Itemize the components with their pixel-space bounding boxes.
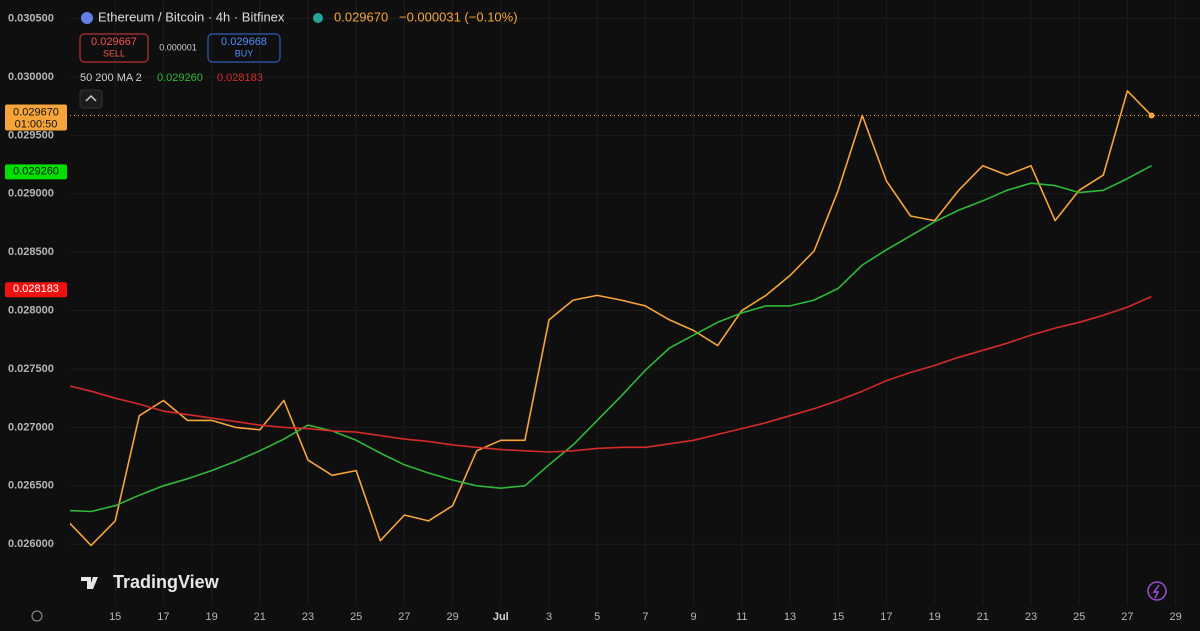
x-tick-label: 7 <box>642 611 648 623</box>
x-tick-label: 25 <box>1073 611 1085 623</box>
y-tick-label: 0.029000 <box>8 188 54 200</box>
x-tick-label: 27 <box>1121 611 1133 623</box>
ma50-value: 0.029260 <box>157 72 203 84</box>
y-tick-label: 0.027000 <box>8 421 54 433</box>
series-line <box>66 164 1152 513</box>
x-tick-label: 29 <box>446 611 458 623</box>
series-line <box>66 295 1152 453</box>
price-axis: 0.026000 0.026500 0.027000 0.027500 0.028000… <box>0 0 70 631</box>
plot <box>66 90 1155 547</box>
y-tick-label: 0.027500 <box>8 363 54 375</box>
x-tick-label: 29 <box>1169 611 1181 623</box>
y-tick-label: 0.030500 <box>8 12 54 24</box>
last-price: 0.029670 <box>334 9 388 24</box>
grid <box>70 0 1200 605</box>
x-tick-label: 21 <box>977 611 989 623</box>
logo-text: TradingView <box>113 572 220 592</box>
x-tick-label: 17 <box>880 611 892 623</box>
x-tick-label: 25 <box>350 611 362 623</box>
x-tick-label: Jul <box>493 611 509 623</box>
x-tick-label: 15 <box>109 611 121 623</box>
collapse-button[interactable] <box>79 89 103 109</box>
eth-icon <box>81 12 93 24</box>
price-tag-countdown: 01:00:50 <box>15 118 58 130</box>
sell-label: SELL <box>103 48 125 58</box>
buy-price: 0.029668 <box>221 36 267 48</box>
x-tick-label: 11 <box>736 611 747 623</box>
lightning-button[interactable] <box>1147 581 1167 601</box>
ma200-value: 0.028183 <box>217 72 263 84</box>
ma-tag-value: 0.028183 <box>13 283 59 295</box>
y-tick-label: 0.026500 <box>8 480 54 492</box>
spread: 0.000001 <box>159 42 197 52</box>
symbol-title: Ethereum / Bitcoin · 4h · Bitfinex <box>98 9 285 24</box>
sell-price: 0.029667 <box>91 36 137 48</box>
x-tick-label: 19 <box>205 611 217 623</box>
price-change: −0.000031 (−0.10%) <box>399 9 518 24</box>
series-line <box>66 90 1153 547</box>
collapse-icon <box>85 94 97 102</box>
x-tick-label: 21 <box>254 611 266 623</box>
y-tick-label: 0.030000 <box>8 71 54 83</box>
x-tick-label: 19 <box>928 611 940 623</box>
buy-label: BUY <box>235 48 254 58</box>
x-tick-label: 9 <box>691 611 697 623</box>
logo-mark <box>81 577 98 589</box>
y-tick-label: 0.028000 <box>8 304 54 316</box>
price-tag-value: 0.029670 <box>13 106 59 118</box>
ma-tag-value: 0.029260 <box>13 165 59 177</box>
x-tick-label: 15 <box>832 611 844 623</box>
x-tick-label: 17 <box>157 611 169 623</box>
lightning-icon <box>1152 584 1160 599</box>
ma-tag <box>5 164 67 180</box>
market-status <box>313 13 323 23</box>
ma-tag <box>5 282 67 298</box>
settings-button[interactable] <box>31 610 43 622</box>
x-tick-label: 13 <box>784 611 796 623</box>
last-point <box>1148 112 1155 119</box>
y-tick-label: 0.026000 <box>8 538 54 550</box>
x-tick-label: 27 <box>398 611 410 623</box>
y-tick-label: 0.028500 <box>8 246 54 258</box>
x-tick-label: 23 <box>1025 611 1037 623</box>
sell-button[interactable] <box>79 33 149 63</box>
y-tick-label: 0.029500 <box>8 129 54 141</box>
price-tag <box>5 104 67 131</box>
x-tick-label: 5 <box>594 611 600 623</box>
indicator-label: 50 200 MA 2 <box>80 72 142 84</box>
buy-button[interactable] <box>207 33 281 63</box>
x-tick-label: 3 <box>546 611 552 623</box>
x-tick-label: 23 <box>302 611 314 623</box>
